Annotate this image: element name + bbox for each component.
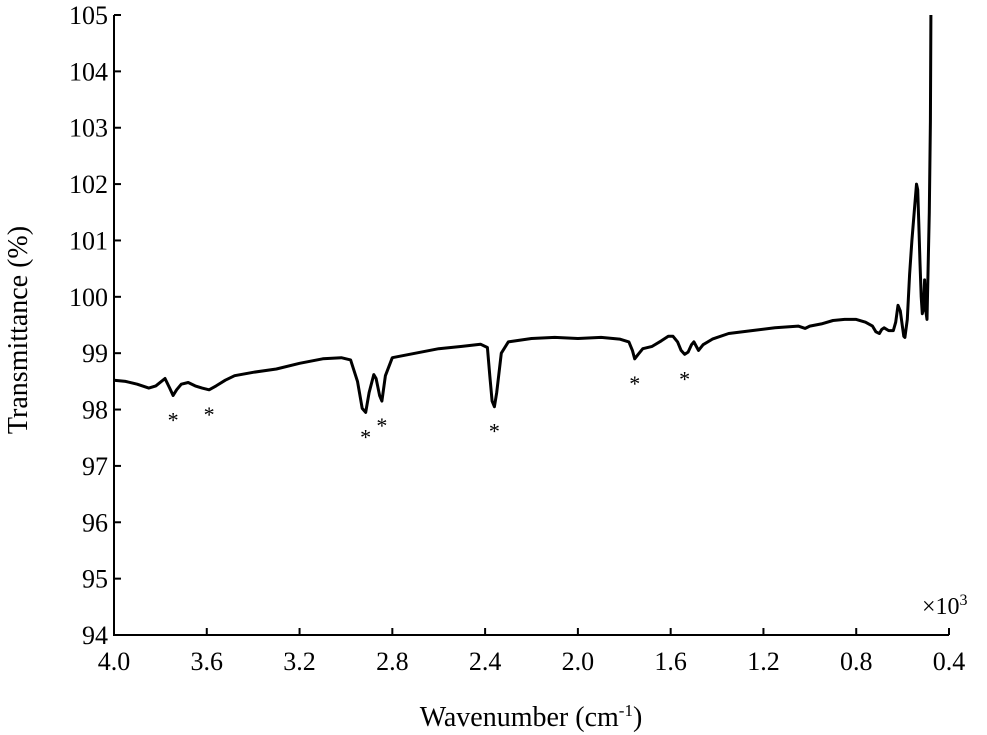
x-tick-label: 3.2: [283, 647, 316, 676]
y-tick-label: 98: [82, 396, 108, 425]
chart-series: [113, 14, 933, 414]
x-tick-label: 1.6: [654, 647, 687, 676]
y-tick-label: 94: [82, 621, 108, 650]
y-tick-label: 101: [69, 226, 108, 255]
x-axis-title: Wavenumber (cm-1): [420, 701, 643, 733]
y-axis-title: Transmittance (%): [3, 226, 34, 434]
peak-marker: *: [204, 402, 215, 427]
peak-marker: *: [376, 413, 387, 438]
peak-marker: *: [360, 424, 371, 449]
y-tick-label: 104: [69, 57, 108, 86]
x-tick-label: 1.2: [747, 647, 780, 676]
x-tick-label: 4.0: [98, 647, 131, 676]
x-tick-label: 0.4: [933, 647, 966, 676]
y-tick-label: 103: [69, 114, 108, 143]
peak-marker: *: [489, 419, 500, 444]
spectrum-line: [113, 14, 933, 414]
x-tick-label: 3.6: [191, 647, 224, 676]
y-tick-label: 102: [69, 170, 108, 199]
y-tick-label: 105: [69, 1, 108, 30]
x-tick-label: 2.8: [376, 647, 409, 676]
y-tick-label: 97: [82, 452, 108, 481]
y-tick-label: 95: [82, 565, 108, 594]
x-tick-label: 2.0: [562, 647, 595, 676]
peak-marker: *: [168, 407, 179, 432]
peak-marker: *: [629, 371, 640, 396]
chart-ticks: 94 95 96 97 98 99 100 101 102 103 104 105 4.0 3.6 3.2 2…: [69, 1, 965, 676]
chart-annotations: * ** * ** *: [168, 366, 690, 449]
chart-axes: [113, 15, 949, 636]
x-axis-multiplier: ×103: [922, 592, 968, 620]
peak-marker: *: [679, 366, 690, 391]
y-tick-label: 100: [69, 283, 108, 312]
y-tick-label: 99: [82, 339, 108, 368]
y-tick-label: 96: [82, 508, 108, 537]
x-tick-label: 2.4: [469, 647, 502, 676]
x-tick-label: 0.8: [840, 647, 873, 676]
